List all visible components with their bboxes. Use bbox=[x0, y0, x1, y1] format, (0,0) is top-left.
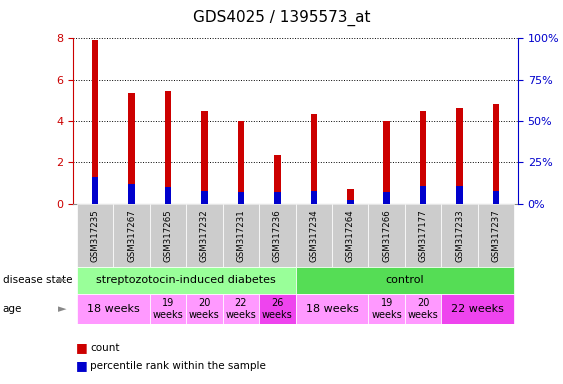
Bar bbox=[493, 104, 499, 204]
Bar bbox=[259, 204, 296, 267]
Bar bbox=[201, 111, 208, 204]
Bar bbox=[201, 191, 208, 204]
Bar bbox=[478, 204, 515, 267]
Bar bbox=[311, 114, 317, 204]
Text: 20
weeks: 20 weeks bbox=[189, 298, 220, 320]
Bar bbox=[296, 267, 515, 294]
Bar bbox=[77, 294, 150, 324]
Text: 18 weeks: 18 weeks bbox=[87, 304, 140, 314]
Text: GSM317233: GSM317233 bbox=[455, 209, 464, 262]
Bar bbox=[113, 204, 150, 267]
Bar bbox=[165, 91, 171, 204]
Text: age: age bbox=[3, 304, 22, 314]
Bar bbox=[77, 204, 113, 267]
Text: 22
weeks: 22 weeks bbox=[226, 298, 256, 320]
Bar bbox=[405, 204, 441, 267]
Bar bbox=[311, 191, 317, 204]
Text: GSM317232: GSM317232 bbox=[200, 209, 209, 262]
Bar bbox=[186, 204, 222, 267]
Text: GDS4025 / 1395573_at: GDS4025 / 1395573_at bbox=[193, 10, 370, 26]
Bar bbox=[128, 93, 135, 204]
Bar bbox=[441, 204, 478, 267]
Bar bbox=[457, 108, 463, 204]
Bar bbox=[259, 294, 296, 324]
Bar bbox=[369, 294, 405, 324]
Bar bbox=[347, 189, 354, 204]
Bar bbox=[369, 204, 405, 267]
Text: streptozotocin-induced diabetes: streptozotocin-induced diabetes bbox=[96, 275, 276, 285]
Bar bbox=[222, 204, 259, 267]
Bar bbox=[420, 186, 426, 204]
Text: GSM317266: GSM317266 bbox=[382, 209, 391, 262]
Text: 19
weeks: 19 weeks bbox=[372, 298, 402, 320]
Text: ►: ► bbox=[58, 275, 66, 285]
Bar bbox=[441, 294, 515, 324]
Text: 26
weeks: 26 weeks bbox=[262, 298, 293, 320]
Bar bbox=[274, 155, 280, 204]
Bar bbox=[186, 294, 222, 324]
Text: GSM317264: GSM317264 bbox=[346, 209, 355, 262]
Text: 18 weeks: 18 weeks bbox=[306, 304, 359, 314]
Text: GSM317234: GSM317234 bbox=[309, 209, 318, 262]
Bar bbox=[222, 294, 259, 324]
Text: ■: ■ bbox=[76, 341, 88, 354]
Text: GSM317235: GSM317235 bbox=[91, 209, 100, 262]
Text: ►: ► bbox=[58, 304, 66, 314]
Bar bbox=[383, 121, 390, 204]
Bar bbox=[150, 294, 186, 324]
Text: disease state: disease state bbox=[3, 275, 72, 285]
Bar bbox=[274, 192, 280, 204]
Text: ■: ■ bbox=[76, 359, 88, 372]
Bar bbox=[296, 204, 332, 267]
Text: GSM317177: GSM317177 bbox=[419, 209, 428, 262]
Text: GSM317236: GSM317236 bbox=[273, 209, 282, 262]
Text: 22 weeks: 22 weeks bbox=[452, 304, 504, 314]
Text: percentile rank within the sample: percentile rank within the sample bbox=[90, 361, 266, 371]
Bar bbox=[92, 40, 99, 204]
Bar bbox=[383, 192, 390, 204]
Text: GSM317231: GSM317231 bbox=[236, 209, 245, 262]
Bar bbox=[92, 177, 99, 204]
Text: GSM317267: GSM317267 bbox=[127, 209, 136, 262]
Bar bbox=[493, 191, 499, 204]
Text: GSM317265: GSM317265 bbox=[163, 209, 172, 262]
Text: control: control bbox=[386, 275, 425, 285]
Bar bbox=[457, 186, 463, 204]
Bar bbox=[420, 111, 426, 204]
Bar bbox=[128, 184, 135, 204]
Bar bbox=[150, 204, 186, 267]
Text: 20
weeks: 20 weeks bbox=[408, 298, 439, 320]
Bar bbox=[77, 267, 296, 294]
Bar bbox=[347, 200, 354, 204]
Text: count: count bbox=[90, 343, 119, 353]
Text: GSM317237: GSM317237 bbox=[491, 209, 501, 262]
Bar bbox=[405, 294, 441, 324]
Bar bbox=[238, 192, 244, 204]
Bar bbox=[296, 294, 369, 324]
Bar bbox=[165, 187, 171, 204]
Text: 19
weeks: 19 weeks bbox=[153, 298, 184, 320]
Bar bbox=[332, 204, 369, 267]
Bar bbox=[238, 121, 244, 204]
